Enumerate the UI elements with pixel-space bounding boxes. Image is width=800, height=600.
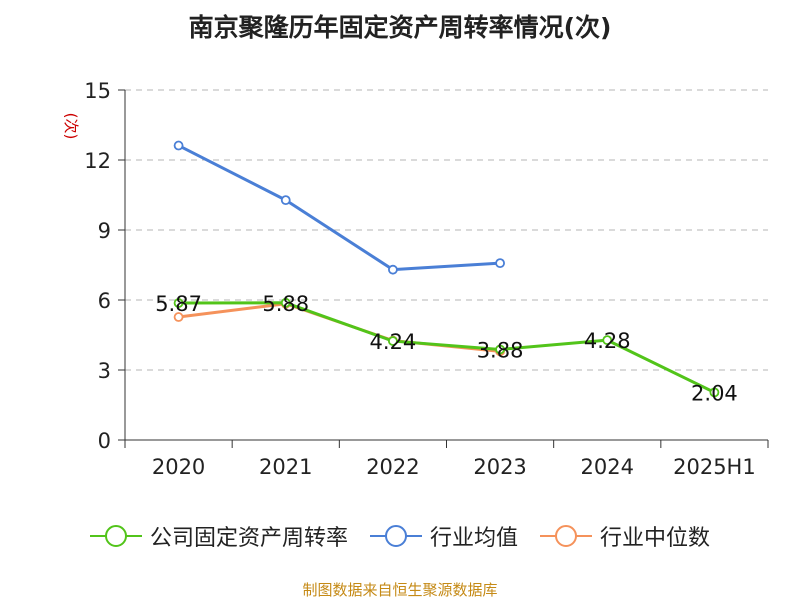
series-industry-median-point bbox=[173, 312, 184, 322]
series-industry-avg-point bbox=[495, 258, 505, 269]
y-tick-label: 15 bbox=[84, 79, 111, 103]
x-tick-label: 2025H1 bbox=[673, 455, 756, 479]
chart-title: 南京聚隆历年固定资产周转率情况(次) bbox=[188, 13, 612, 42]
series-company-line bbox=[178, 301, 716, 394]
legend: 公司固定资产周转率 行业均值 行业中位数 bbox=[0, 520, 800, 552]
data-label: 2.04 bbox=[691, 381, 738, 405]
data-label: 5.87 bbox=[155, 292, 202, 316]
y-tick-label: 9 bbox=[98, 219, 111, 243]
series-company-point bbox=[388, 336, 398, 346]
data-label: 4.24 bbox=[370, 330, 417, 354]
series-industry-avg-point bbox=[173, 140, 184, 151]
x-tick-label: 2022 bbox=[366, 455, 419, 479]
y-tick-label: 6 bbox=[98, 289, 111, 313]
source-note: 制图数据来自恒生聚源数据库 bbox=[302, 581, 498, 599]
series-company-point bbox=[602, 335, 613, 346]
x-tick-label: 2020 bbox=[152, 455, 205, 479]
series-industry-avg-point bbox=[280, 195, 291, 206]
legend-label-industry-avg: 行业均值 bbox=[429, 526, 518, 551]
y-tick-label: 3 bbox=[98, 359, 111, 383]
x-tick-label: 2024 bbox=[581, 455, 634, 479]
series-company-point bbox=[709, 387, 720, 398]
series-company-point bbox=[280, 297, 291, 308]
series-industry-avg-point bbox=[388, 264, 398, 275]
series-company-point bbox=[173, 298, 184, 308]
legend-item-industry-median[interactable]: 行业中位数 bbox=[540, 520, 710, 552]
legend-marker-industry-avg bbox=[369, 525, 422, 547]
data-label: 3.88 bbox=[477, 338, 524, 362]
legend-label-company: 公司固定资产周转率 bbox=[149, 526, 348, 551]
y-tick-label: 0 bbox=[98, 429, 111, 453]
data-label: 5.88 bbox=[262, 292, 309, 316]
legend-marker-company bbox=[89, 525, 142, 547]
legend-item-company[interactable]: 公司固定资产周转率 bbox=[89, 520, 348, 552]
x-tick-label: 2021 bbox=[259, 455, 312, 479]
y-tick-label: 12 bbox=[84, 149, 111, 173]
series-industry-avg-line bbox=[177, 144, 501, 272]
series-company-point bbox=[495, 344, 505, 355]
legend-item-industry-avg[interactable]: 行业均值 bbox=[369, 520, 518, 552]
x-tick-label: 2023 bbox=[473, 455, 526, 479]
legend-label-industry-median: 行业中位数 bbox=[600, 526, 711, 551]
y-axis-label: (次) bbox=[62, 113, 80, 140]
legend-marker-industry-median bbox=[540, 525, 592, 547]
data-label: 4.28 bbox=[584, 329, 631, 353]
